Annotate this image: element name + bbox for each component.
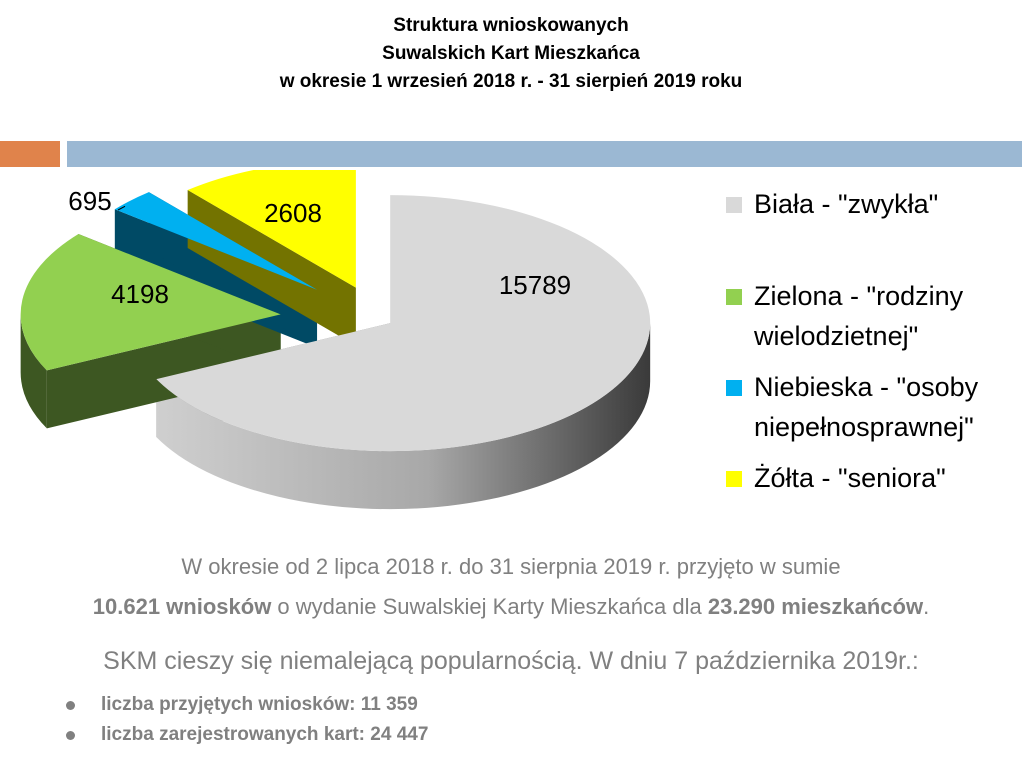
legend-swatch-biala	[726, 197, 742, 213]
summary-residents-count: 23.290 mieszkańców	[707, 594, 924, 619]
summary-line-1: W okresie od 2 lipca 2018 r. do 31 sierp…	[181, 554, 841, 579]
data-label-zielona: 4198	[111, 279, 169, 309]
data-label-niebieska: 695	[68, 186, 111, 216]
legend-label-zielona: Zielona - "rodziny wielodzietnej"	[754, 281, 964, 351]
summary-line-2-end: .	[923, 594, 930, 619]
summary-line-3: SKM cieszy się niemalejącą popularnością…	[103, 647, 919, 675]
bullet-list: liczba przyjętych wniosków: 11 359 liczb…	[60, 690, 428, 750]
blue-accent-bar	[67, 141, 1022, 167]
legend-swatch-niebieska	[726, 380, 742, 396]
pie-slice-biala	[156, 195, 651, 452]
pie-slice-zolta	[187, 170, 356, 288]
bullet-item: liczba zarejestrowanych kart: 24 447	[60, 720, 428, 750]
legend-label-niebieska: Niebieska - "osoby niepełnosprawnej"	[754, 372, 979, 442]
legend-swatch-zielona	[726, 289, 742, 305]
summary-line-2-mid: o wydanie Suwalskiej Karty Mieszkańca dl…	[271, 594, 708, 619]
pie-slice-zielona	[20, 233, 281, 371]
bullet-dot-icon	[66, 700, 75, 710]
legend-item-biala: Biała - "zwykła"	[726, 184, 938, 224]
legend-swatch-zolta	[726, 471, 742, 487]
bullet-item: liczba przyjętych wniosków: 11 359	[60, 690, 428, 720]
summary-line-2: 10.621 wniosków o wydanie Suwalskiej Kar…	[0, 592, 1022, 622]
legend-item-niebieska: Niebieska - "osoby niepełnosprawnej"	[726, 367, 978, 447]
bullet-dot-icon	[66, 730, 75, 740]
orange-accent-bar	[0, 141, 60, 167]
title-line-1: Struktura wnioskowanych	[393, 15, 629, 36]
summary-wnioski-count: 10.621 wniosków	[92, 594, 272, 619]
chart-title: Struktura wnioskowanych Suwalskich Kart …	[0, 12, 1022, 96]
legend-item-zolta: Żółta - "seniora"	[726, 458, 946, 498]
data-label-biala: 15789	[499, 270, 571, 300]
data-label-zolta: 2608	[264, 198, 322, 228]
pie-slice-niebieska	[114, 192, 318, 290]
title-line-3: w okresie 1 wrzesień 2018 r. - 31 sierpi…	[279, 71, 743, 92]
legend-label-biala: Biała - "zwykła"	[754, 189, 939, 219]
pie-chart: 15789 4198 695 2608	[20, 170, 651, 510]
title-line-2: Suwalskich Kart Mieszkańca	[382, 43, 640, 64]
leader-line-niebieska	[117, 205, 126, 211]
legend-item-zielona: Zielona - "rodziny wielodzietnej"	[726, 276, 963, 356]
legend-label-zolta: Żółta - "seniora"	[754, 463, 946, 493]
